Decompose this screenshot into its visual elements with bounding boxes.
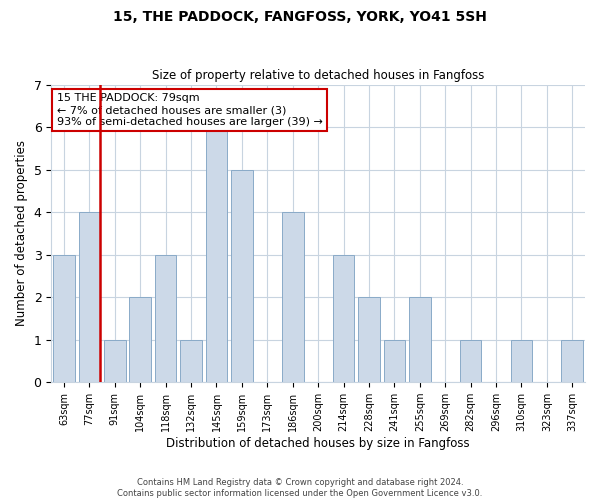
Bar	[511, 340, 532, 382]
Bar	[155, 254, 176, 382]
Bar	[460, 340, 481, 382]
Bar	[104, 340, 125, 382]
X-axis label: Distribution of detached houses by size in Fangfoss: Distribution of detached houses by size …	[166, 437, 470, 450]
Bar	[282, 212, 304, 382]
Title: Size of property relative to detached houses in Fangfoss: Size of property relative to detached ho…	[152, 69, 484, 82]
Bar	[383, 340, 405, 382]
Bar	[333, 254, 355, 382]
Bar	[180, 340, 202, 382]
Bar	[53, 254, 75, 382]
Bar	[206, 127, 227, 382]
Bar	[562, 340, 583, 382]
Bar	[409, 297, 431, 382]
Bar	[231, 170, 253, 382]
Bar	[79, 212, 100, 382]
Text: 15 THE PADDOCK: 79sqm
← 7% of detached houses are smaller (3)
93% of semi-detach: 15 THE PADDOCK: 79sqm ← 7% of detached h…	[56, 94, 322, 126]
Y-axis label: Number of detached properties: Number of detached properties	[15, 140, 28, 326]
Bar	[130, 297, 151, 382]
Text: 15, THE PADDOCK, FANGFOSS, YORK, YO41 5SH: 15, THE PADDOCK, FANGFOSS, YORK, YO41 5S…	[113, 10, 487, 24]
Bar	[358, 297, 380, 382]
Text: Contains HM Land Registry data © Crown copyright and database right 2024.
Contai: Contains HM Land Registry data © Crown c…	[118, 478, 482, 498]
